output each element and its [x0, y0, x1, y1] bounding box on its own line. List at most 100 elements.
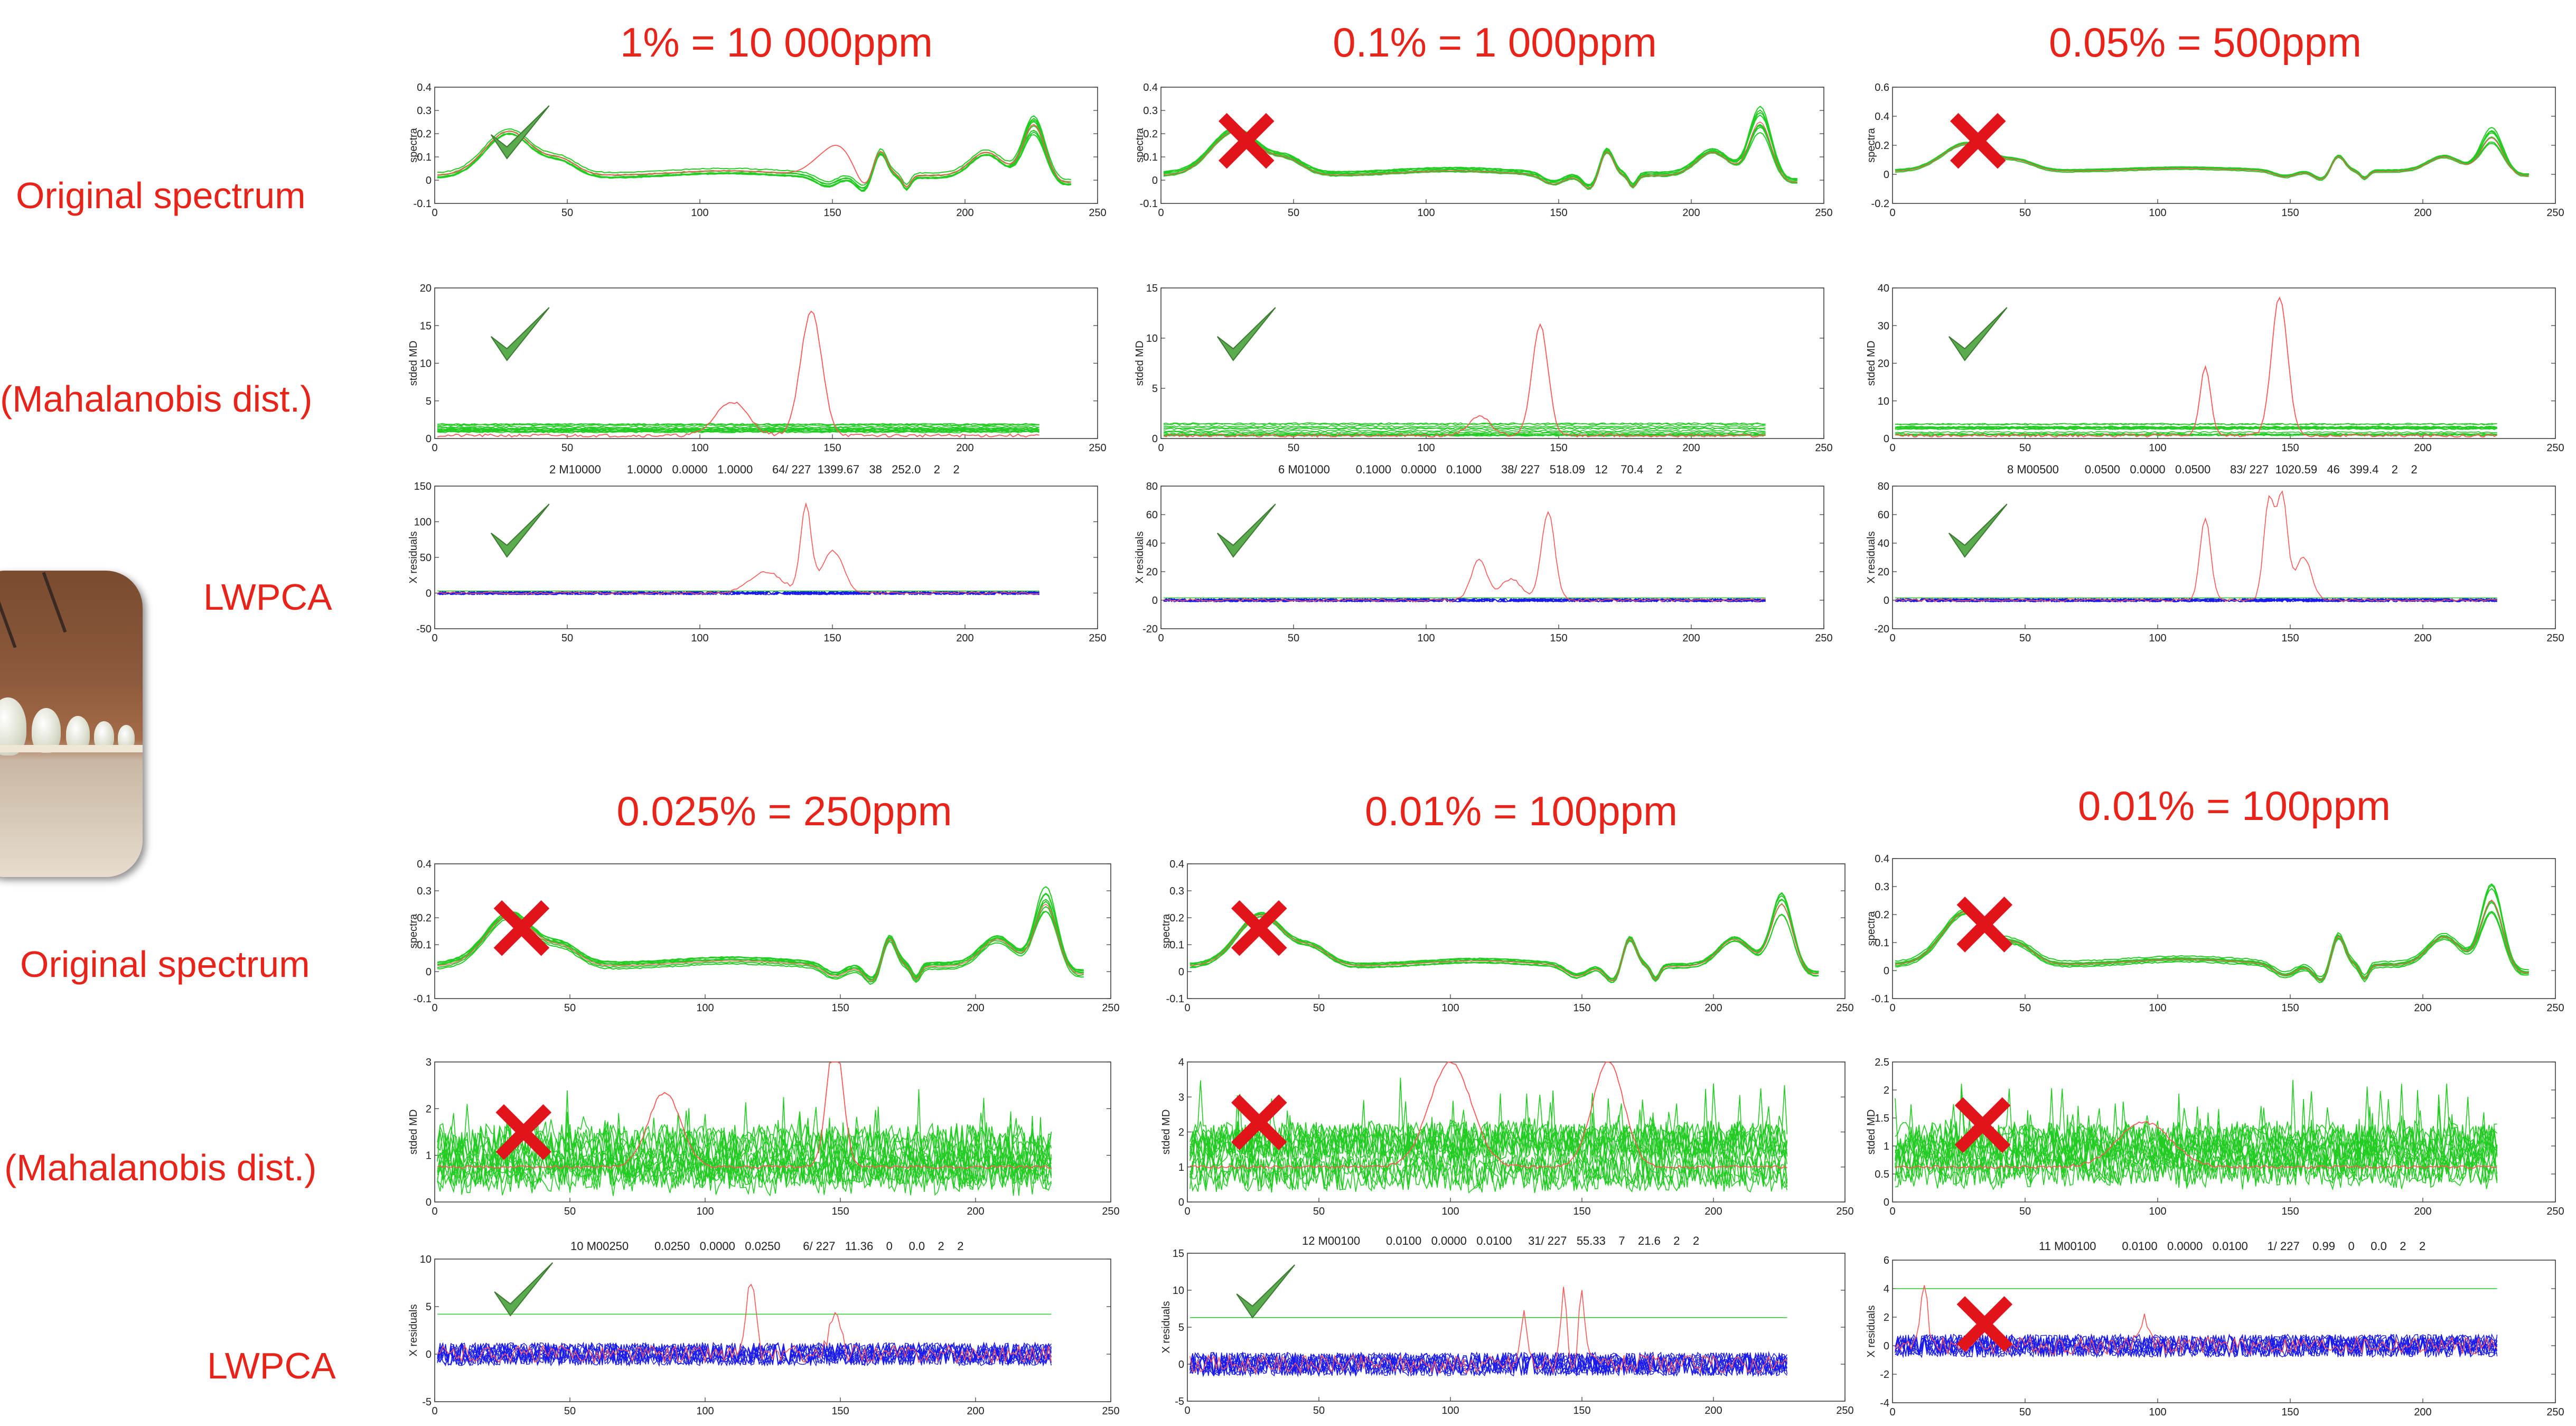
x-tick-label: 100 [2149, 1002, 2166, 1014]
info-line-4: 10 M00250 0.0250 0.0000 0.0250 6/ 227 11… [570, 1239, 964, 1253]
x-tick-label: 50 [561, 632, 573, 644]
chart-svg-md-5: 0 1 2 3 4 0 50 100 150 200 250 stded MD [1160, 1057, 1854, 1217]
y-tick-label: -50 [416, 623, 432, 635]
row-label-mahalanobis-1: (Mahalanobis dist.) [0, 378, 313, 420]
x-tick-label: 50 [561, 442, 573, 454]
check-mark-icon [494, 1262, 554, 1317]
y-axis-label: stded MD [1134, 341, 1146, 386]
x-tick-label: 100 [2149, 442, 2166, 454]
outlier-line [1163, 121, 1797, 189]
md-line [437, 1108, 1052, 1180]
y-tick-label: 10 [1878, 396, 1889, 407]
spectrum-line [437, 115, 1071, 186]
x-tick-label: 100 [696, 1002, 714, 1014]
plot-frame [1892, 858, 2556, 999]
md-line [1895, 1084, 2498, 1157]
x-tick-label: 0 [1158, 207, 1164, 219]
y-tick-label: 0 [426, 175, 432, 187]
x-tick-label: 150 [2281, 1206, 2299, 1217]
x-tick-label: 150 [2281, 1002, 2299, 1014]
chart-svg-md-4: 0 1 2 3 0 50 100 150 200 250 stded MD [408, 1057, 1120, 1217]
y-axis-label: spectra [408, 914, 419, 948]
info-line-3: 8 M00500 0.0500 0.0000 0.0500 83/ 227 10… [2007, 463, 2418, 476]
check-mark-icon [1216, 307, 1276, 361]
y-tick-label: 0.1 [1169, 939, 1184, 951]
series-group [1189, 1287, 1788, 1377]
header-col2-row2: 0.01% = 100ppm [1365, 788, 1678, 834]
residual-line [1895, 1334, 2497, 1358]
spectrum-line [437, 893, 1084, 980]
y-tick-label: 10 [1146, 333, 1158, 344]
series-group [1189, 1061, 1788, 1194]
plot-frame [434, 87, 1098, 204]
x-tick-label: 50 [1313, 1405, 1325, 1416]
md-line [1895, 431, 2497, 434]
plot-frame [1187, 1253, 1846, 1402]
plot-frame [1892, 87, 2556, 204]
outlier-line [1189, 1287, 1787, 1375]
y-tick-label: 0.1 [1875, 937, 1889, 949]
x-tick-label: 0 [432, 1206, 437, 1217]
y-tick-label: 15 [1146, 283, 1158, 294]
x-tick-label: 200 [956, 632, 973, 644]
y-tick-label: -0.1 [1871, 993, 1889, 1005]
y-axis-label: X residuals [408, 532, 419, 584]
x-tick-label: 250 [1815, 442, 1832, 454]
x-tick-label: 200 [2414, 1406, 2431, 1418]
header-col1-row1: 1% = 10 000ppm [620, 19, 933, 66]
x-tick-label: 0 [1184, 1206, 1190, 1217]
cross-mark-icon [1956, 897, 2013, 953]
x-tick-label: 250 [1102, 1002, 1119, 1014]
md-line [437, 1122, 1052, 1189]
outlier-line [1189, 903, 1819, 982]
plot-frame [434, 863, 1111, 999]
x-tick-label: 250 [1836, 1206, 1853, 1217]
y-tick-label: 0.5 [1875, 1169, 1889, 1180]
residual-line [1189, 1351, 1788, 1377]
x-tick-label: 100 [691, 207, 708, 219]
chart-svg-md-6: 0 0.5 1 1.5 2 2.5 0 50 100 150 200 250 stded MD [1866, 1057, 2564, 1217]
x-tick-label: 150 [823, 207, 841, 219]
y-tick-label: -5 [422, 1396, 432, 1408]
x-tick-label: 0 [432, 1002, 437, 1014]
y-tick-label: 2 [1884, 1085, 1889, 1096]
spectrum-line [437, 892, 1084, 978]
md-line [1163, 422, 1766, 425]
cross-mark-icon [1218, 113, 1275, 169]
y-tick-label: -0.1 [414, 993, 432, 1005]
residual-line [437, 1341, 1052, 1367]
cross-mark-icon [493, 900, 550, 956]
y-tick-label: 5 [1178, 1322, 1184, 1334]
y-axis-label: spectra [1134, 127, 1146, 162]
check-mark-icon [490, 105, 550, 160]
x-tick-label: 150 [2281, 632, 2299, 644]
x-tick-label: 200 [1704, 1405, 1722, 1416]
y-tick-label: 40 [1878, 283, 1889, 294]
spectrum-line [1163, 111, 1798, 188]
cross-mark-icon [1950, 113, 2006, 169]
y-axis-label: X residuals [1866, 532, 1877, 584]
y-tick-label: 40 [1878, 538, 1889, 549]
x-tick-label: 50 [1288, 207, 1299, 219]
x-tick-label: 100 [1441, 1002, 1459, 1014]
md-line [1163, 430, 1766, 432]
residual-line [1895, 598, 2497, 603]
x-tick-label: 0 [1158, 442, 1164, 454]
y-tick-label: 0.2 [1169, 912, 1184, 924]
y-axis-label: X residuals [1160, 1301, 1172, 1354]
y-tick-label: 0.1 [417, 939, 432, 951]
y-tick-label: 4 [1178, 1057, 1184, 1068]
plot-frame [1187, 863, 1846, 999]
plot-frame [434, 1259, 1111, 1402]
info-line-5: 12 M00100 0.0100 0.0000 0.0100 31/ 227 5… [1302, 1234, 1700, 1247]
x-tick-label: 50 [1288, 442, 1299, 454]
y-tick-label: 2.5 [1875, 1057, 1889, 1068]
y-tick-label: 60 [1146, 509, 1158, 521]
spectrum-line [1163, 126, 1797, 190]
header-col2-row1: 0.1% = 1 000ppm [1333, 19, 1657, 66]
y-axis-label: stded MD [1866, 1110, 1877, 1155]
